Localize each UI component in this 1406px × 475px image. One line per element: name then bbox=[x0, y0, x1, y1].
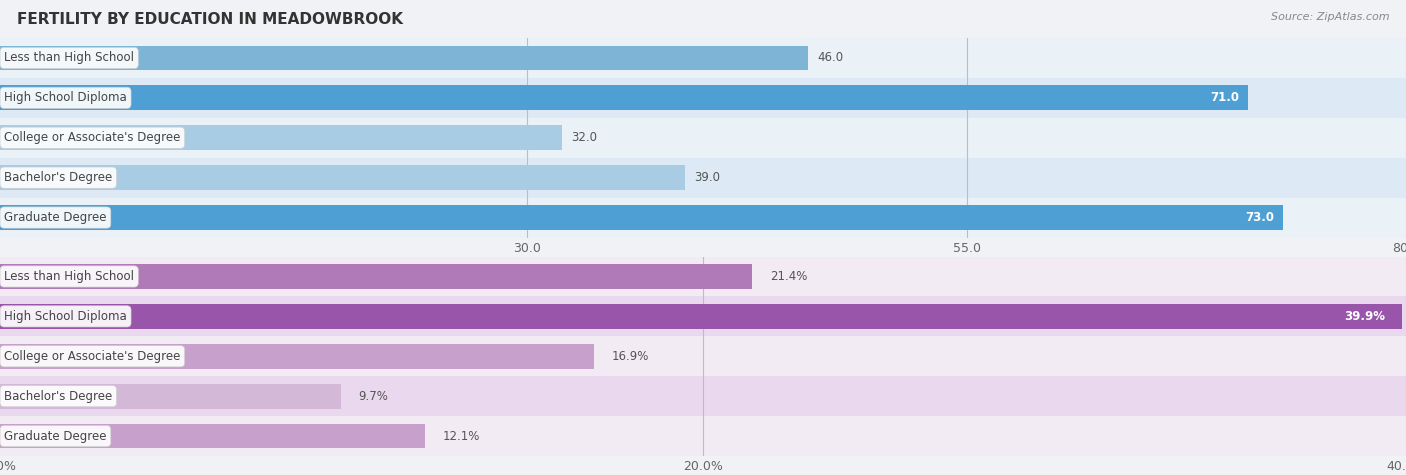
Text: 21.4%: 21.4% bbox=[770, 270, 807, 283]
Text: 71.0: 71.0 bbox=[1211, 91, 1239, 104]
Bar bbox=[0, 198, 1406, 238]
Text: College or Associate's Degree: College or Associate's Degree bbox=[4, 350, 180, 363]
Bar bbox=[0, 78, 1406, 118]
Bar bbox=[0, 165, 686, 190]
Text: Source: ZipAtlas.com: Source: ZipAtlas.com bbox=[1271, 12, 1389, 22]
Bar bbox=[0, 344, 593, 369]
Text: Less than High School: Less than High School bbox=[4, 51, 134, 65]
Text: 73.0: 73.0 bbox=[1246, 211, 1274, 224]
Text: 46.0: 46.0 bbox=[817, 51, 844, 65]
Text: High School Diploma: High School Diploma bbox=[4, 91, 127, 104]
Text: 39.0: 39.0 bbox=[695, 171, 720, 184]
Bar bbox=[0, 416, 1406, 456]
Text: 12.1%: 12.1% bbox=[443, 429, 481, 443]
Bar bbox=[0, 336, 1406, 376]
Text: Graduate Degree: Graduate Degree bbox=[4, 429, 107, 443]
Bar bbox=[0, 158, 1406, 198]
Text: FERTILITY BY EDUCATION IN MEADOWBROOK: FERTILITY BY EDUCATION IN MEADOWBROOK bbox=[17, 12, 404, 27]
Bar bbox=[0, 376, 1406, 416]
Bar bbox=[0, 384, 340, 408]
Bar bbox=[0, 424, 425, 448]
Bar bbox=[0, 205, 1282, 230]
Text: Bachelor's Degree: Bachelor's Degree bbox=[4, 171, 112, 184]
Bar bbox=[0, 304, 1402, 329]
Text: High School Diploma: High School Diploma bbox=[4, 310, 127, 323]
Text: Graduate Degree: Graduate Degree bbox=[4, 211, 107, 224]
Text: 32.0: 32.0 bbox=[571, 131, 598, 144]
Bar bbox=[0, 38, 1406, 78]
Text: Less than High School: Less than High School bbox=[4, 270, 134, 283]
Text: Bachelor's Degree: Bachelor's Degree bbox=[4, 390, 112, 403]
Bar bbox=[0, 264, 752, 289]
Text: 39.9%: 39.9% bbox=[1344, 310, 1385, 323]
Text: 9.7%: 9.7% bbox=[359, 390, 388, 403]
Bar bbox=[0, 296, 1406, 336]
Text: 16.9%: 16.9% bbox=[612, 350, 650, 363]
Text: College or Associate's Degree: College or Associate's Degree bbox=[4, 131, 180, 144]
Bar bbox=[0, 46, 808, 70]
Bar bbox=[0, 256, 1406, 296]
Bar bbox=[0, 125, 562, 150]
Bar bbox=[0, 118, 1406, 158]
Bar bbox=[0, 86, 1249, 110]
